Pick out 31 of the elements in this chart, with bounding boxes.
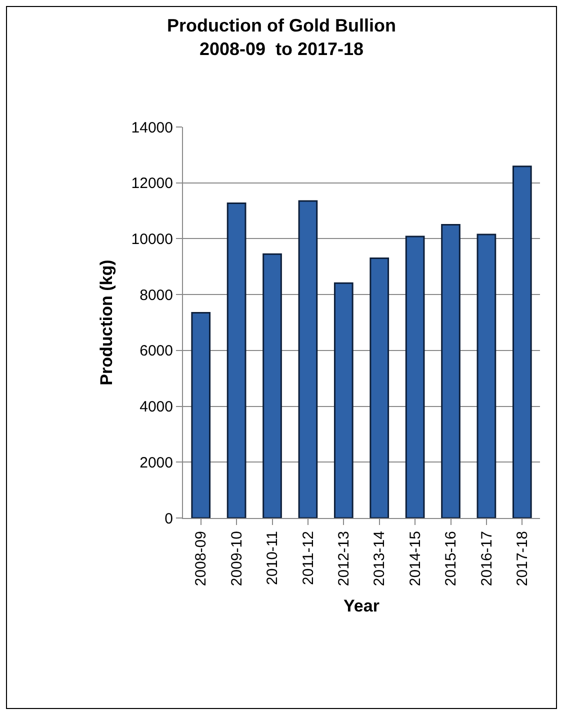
x-tick-label: 2015-16 xyxy=(442,531,460,586)
y-tick-label: 4000 xyxy=(140,398,173,416)
y-axis-title: Production (kg) xyxy=(96,260,116,386)
y-tick-label: 8000 xyxy=(140,286,173,304)
bar xyxy=(476,234,496,518)
y-tick-label: 14000 xyxy=(131,119,173,136)
x-tick-label: 2011-12 xyxy=(300,531,317,585)
bar xyxy=(441,224,460,518)
y-tick-label: 0 xyxy=(164,510,173,528)
bar xyxy=(262,253,282,518)
x-tick-label: 2012-13 xyxy=(336,531,353,586)
x-axis-title: Year xyxy=(344,596,380,616)
x-tick-label: 2017-18 xyxy=(514,531,532,586)
y-tick-label: 6000 xyxy=(140,342,173,360)
bar xyxy=(512,166,532,518)
bar xyxy=(334,282,354,518)
bar xyxy=(405,236,425,518)
x-tick-label: 2010-11 xyxy=(264,531,282,585)
x-tick-label: 2013-14 xyxy=(371,531,388,586)
y-tick-label: 2000 xyxy=(140,454,173,472)
bar xyxy=(191,312,211,518)
x-tick-label: 2014-15 xyxy=(406,531,424,586)
y-tick-label: 12000 xyxy=(131,175,173,192)
chart-title: Production of Gold Bullion 2008-09 to 2017-18 xyxy=(167,16,396,59)
x-tick-label: 2016-17 xyxy=(478,531,496,586)
x-tick-label: 2009-10 xyxy=(228,531,246,586)
bar xyxy=(226,202,246,518)
x-tick-label: 2008-09 xyxy=(192,531,210,586)
bar xyxy=(370,258,390,518)
y-tick-label: 10000 xyxy=(131,230,173,248)
bar xyxy=(298,200,318,518)
